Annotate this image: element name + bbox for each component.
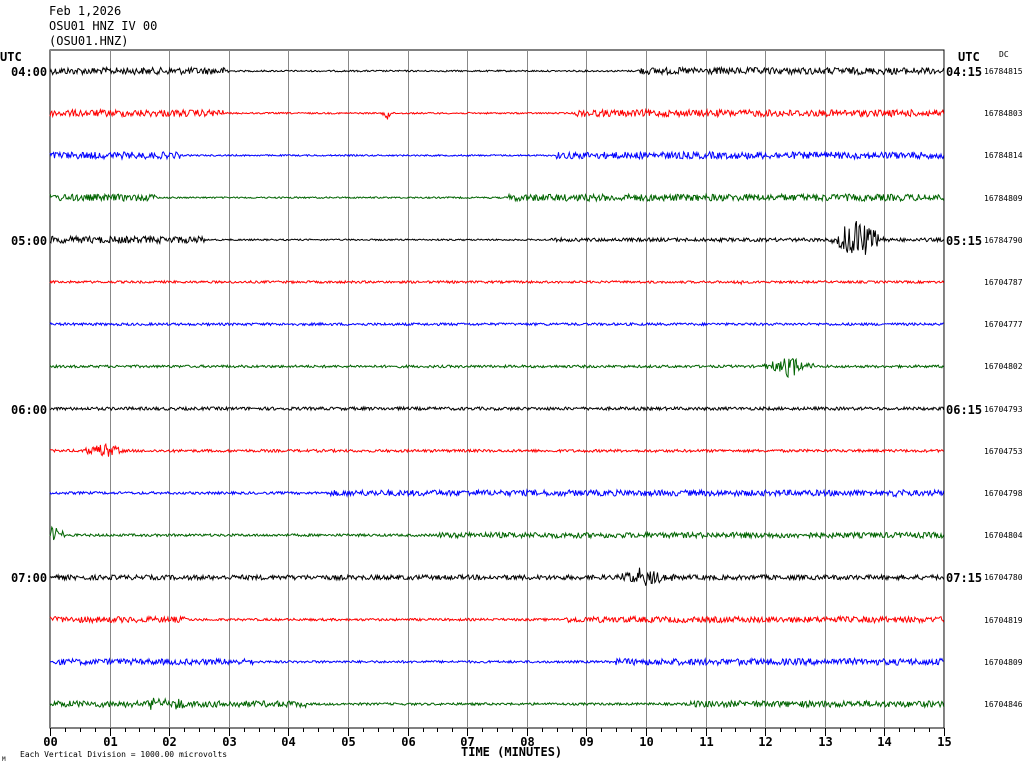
x-tick-label: 10 [639,735,653,749]
row-dc-value: 16704780 [984,573,1023,583]
row-time-right: 07:15 [946,571,983,586]
x-tick-label: 07 [460,735,474,749]
vertical-division-note: Each Vertical Division = 1000.00 microvo… [20,750,228,759]
x-tick-label: 11 [699,735,713,749]
trace-row [49,321,944,327]
row-dc-value: 16704819 [984,615,1023,625]
trace-row [49,567,945,586]
x-tick-label: 06 [401,735,415,749]
x-tick-label: 04 [281,735,295,749]
x-tick-label: 05 [341,735,355,749]
trace-row [49,614,945,625]
x-tick-label: 14 [877,735,891,749]
row-dc-value: 16704846 [984,700,1023,709]
trace-row [49,192,945,203]
row-dc-value: 16784790 [984,235,1023,245]
trace-row [49,220,945,255]
row-time-left: 06:00 [11,402,48,417]
left-utc-label: UTC [0,50,22,64]
row-dc-value: 16784815 [984,67,1023,76]
dc-label: DC [999,50,1009,59]
row-dc-value: 16704753 [984,446,1023,456]
row-dc-value: 16704802 [984,362,1023,372]
x-tick-label: 08 [520,735,534,749]
plot-frame [49,49,945,729]
trace-row [49,65,945,77]
row-time-right: 06:15 [946,402,983,417]
trace-row [49,442,944,457]
date-label: Feb 1,2026 [49,4,122,18]
x-tick-label: 02 [162,735,176,749]
row-dc-value: 16704804 [984,531,1023,541]
row-dc-value: 16704809 [984,657,1023,667]
row-dc-value: 16784803 [984,109,1023,119]
x-tick-label: 03 [222,735,236,749]
station-label: OSU01 HNZ IV 00 [49,19,158,33]
trace-row [49,279,945,286]
row-time-left: 05:00 [11,233,48,248]
trace-row [49,107,945,120]
right-utc-label: UTC [958,50,980,64]
row-time-left: 04:00 [11,65,48,79]
row-dc-value: 16784809 [984,193,1023,203]
row-dc-value: 16704787 [984,278,1023,287]
row-time-right: 04:15 [946,65,983,79]
x-tick-label: 01 [103,735,117,749]
channel-label: (OSU01.HNZ) [49,34,129,48]
row-time-right: 05:15 [946,233,983,248]
x-tick-label: 09 [579,735,593,749]
x-tick-label: 15 [937,735,951,749]
trace-row [49,150,945,161]
trace-row [49,488,945,499]
row-dc-value: 16704793 [984,404,1023,414]
row-dc-value: 16784814 [984,151,1023,161]
x-tick-label: 13 [818,735,832,749]
corner-mark: M [2,756,6,763]
trace-row [49,525,945,541]
x-axis-title: TIME (MINUTES) [461,745,563,759]
trace-row [49,405,945,412]
row-dc-value: 16704798 [984,489,1023,498]
trace-row [49,357,945,379]
x-tick-label: 12 [758,735,772,749]
row-dc-value: 16704777 [984,320,1023,330]
x-tick-label: 00 [43,735,57,749]
trace-row [49,656,944,667]
row-time-left: 07:00 [11,571,48,586]
trace-row [49,697,945,710]
